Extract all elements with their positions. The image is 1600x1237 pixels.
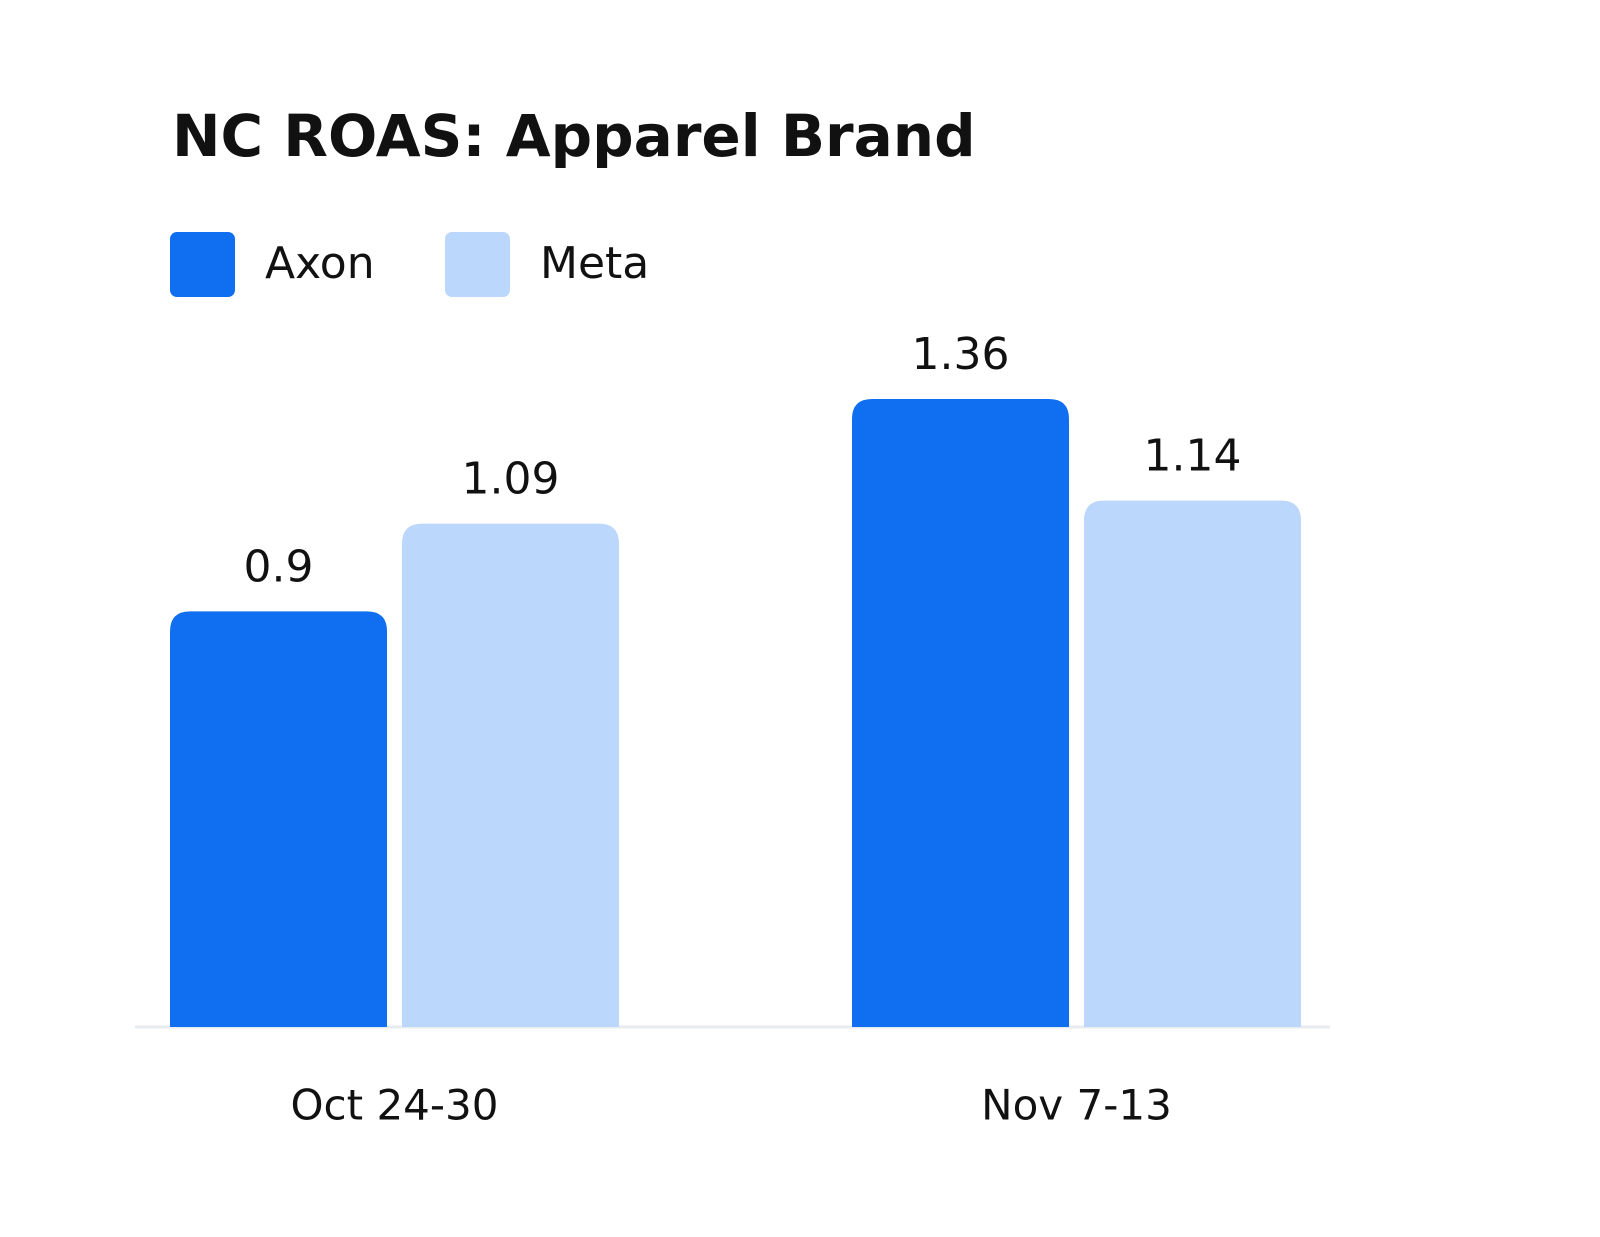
x-tick-label: Nov 7-13	[981, 1081, 1172, 1130]
value-label: 1.14	[1144, 431, 1242, 482]
value-label: 1.36	[912, 329, 1010, 380]
bar	[852, 399, 1069, 1027]
legend-label: Meta	[540, 238, 649, 289]
bar	[1084, 500, 1301, 1027]
chart-title: NC ROAS: Apparel Brand	[172, 102, 976, 170]
legend-swatch	[445, 232, 510, 297]
value-label: 0.9	[244, 541, 314, 592]
bar	[170, 611, 387, 1027]
x-tick-label: Oct 24-30	[290, 1081, 498, 1130]
value-label: 1.09	[462, 454, 560, 505]
legend-label: Axon	[265, 238, 375, 289]
legend-swatch	[170, 232, 235, 297]
bar	[402, 523, 619, 1027]
